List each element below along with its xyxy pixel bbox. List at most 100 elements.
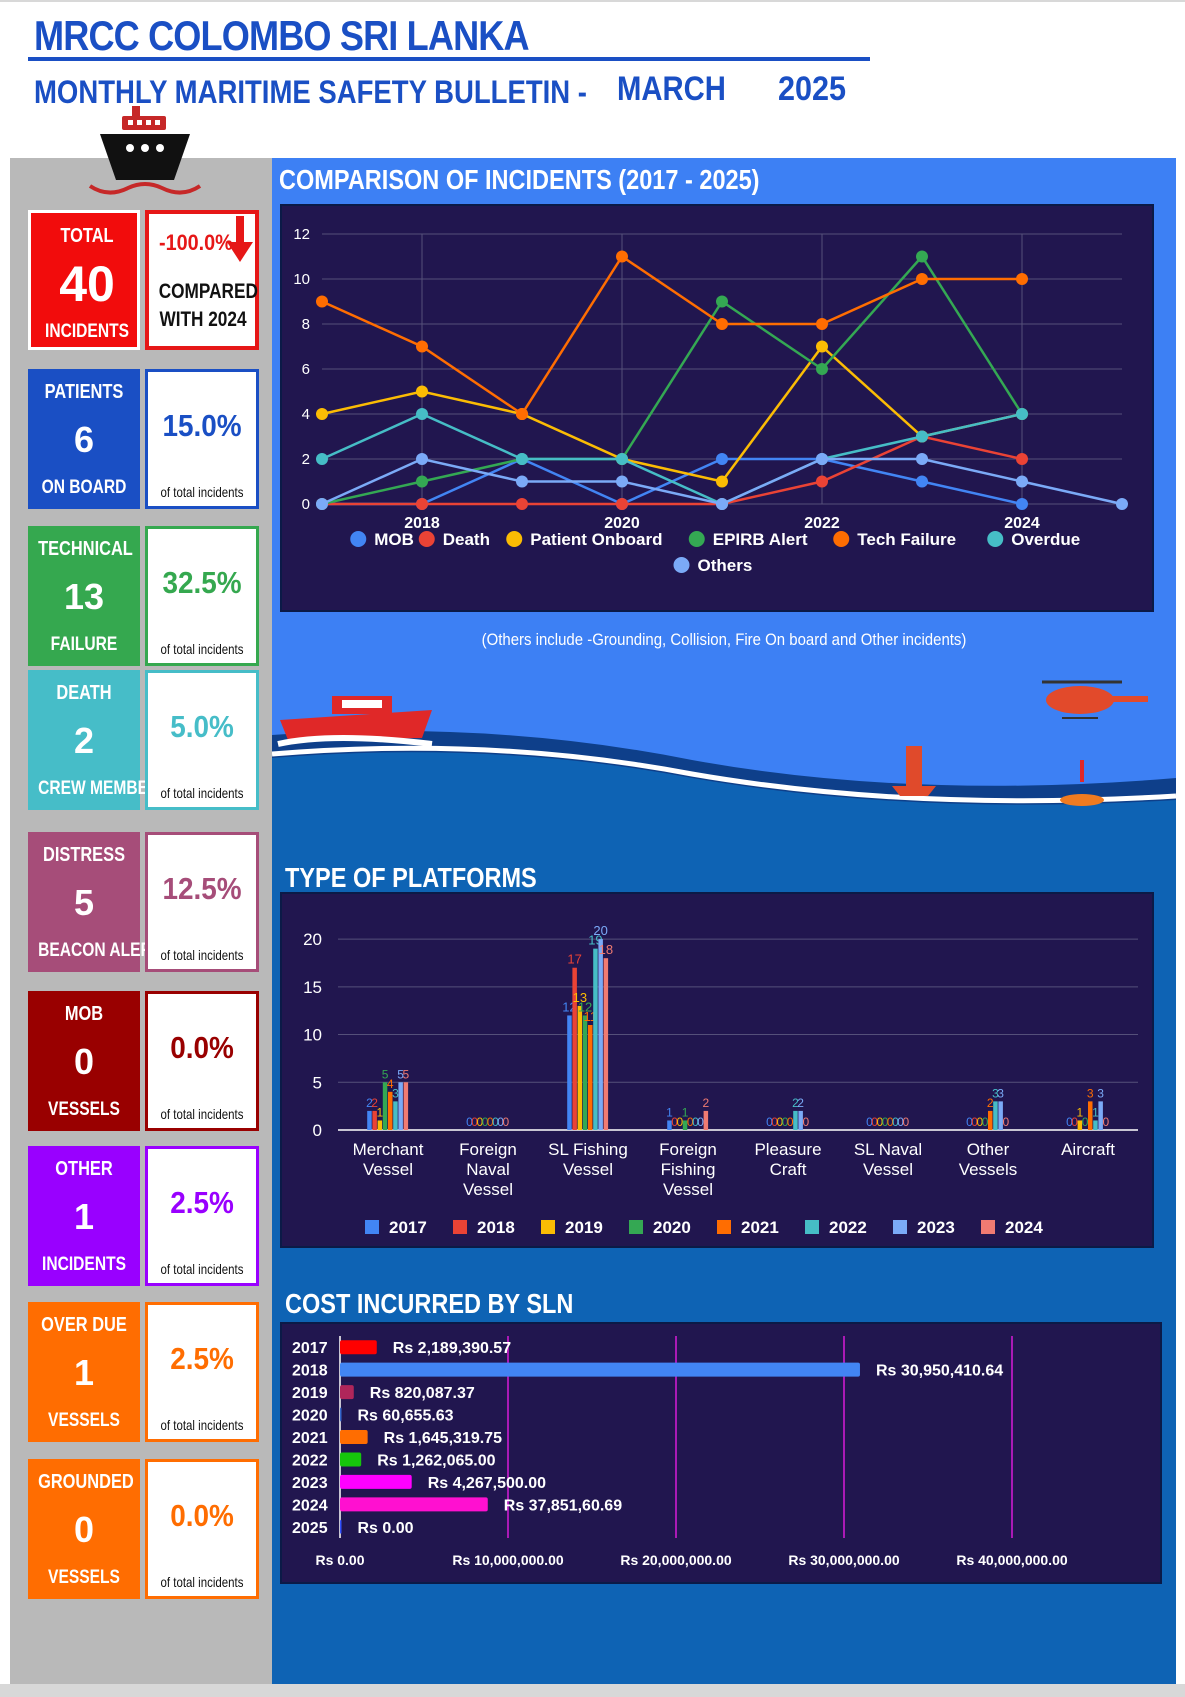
x-tick-label: 2024 <box>1004 515 1040 532</box>
stat-label-top: TOTAL <box>60 225 114 247</box>
stat-percentage: 2.5% <box>170 1341 234 1376</box>
stat-number: 0 <box>73 1509 95 1550</box>
category-label: Vessel <box>363 1160 413 1179</box>
stat-card-left: DEATH 2 CREW MEMBER <box>28 670 159 810</box>
bar-value-label: Rs 2,189,390.57 <box>393 1340 511 1357</box>
data-point <box>416 475 428 488</box>
bar-value-label: 0 <box>466 1115 473 1129</box>
bar-value-label: 2 <box>703 1096 710 1110</box>
bar <box>577 1005 583 1130</box>
data-point <box>316 498 328 510</box>
stat-subtext: of total incidents <box>160 641 244 657</box>
bar-value-label: Rs 1,262,065.00 <box>377 1452 495 1469</box>
stat-card-right: 2.5% of total incidents <box>145 1146 259 1286</box>
data-point <box>716 318 728 330</box>
series-line-tech-failure <box>321 254 1022 416</box>
data-point <box>916 273 928 285</box>
bar-value-label: Rs 37,851,60.69 <box>504 1497 622 1514</box>
stat-card-right: 32.5% of total incidents <box>145 526 259 666</box>
bar <box>1098 1101 1103 1130</box>
bar-value-label: 0 <box>897 1115 904 1129</box>
bar <box>1088 1101 1093 1130</box>
category-label: 2021 <box>292 1430 328 1447</box>
stat-card-distress: DISTRESS 5 BEACON ALERT 12.5% of total incid… <box>28 832 260 972</box>
series-line-overdue <box>321 412 1023 506</box>
bar-value-label: 3 <box>1097 1086 1104 1100</box>
bar-value-label: 0 <box>903 1115 910 1129</box>
category-label: Aircraft <box>1061 1140 1115 1159</box>
stat-card-grounded: GROUNDED 0 VESSELS 0.0% of total incidents <box>28 1459 260 1599</box>
stat-card-left: TOTAL 40 INCIDENTS <box>28 210 140 350</box>
bar <box>340 1519 342 1534</box>
stat-percentage: 32.5% <box>162 565 242 600</box>
legend-label: 2018 <box>477 1218 515 1237</box>
cost-bar-chart: Rs 0.00 Rs 10,000,000.00 Rs 20,000,000.00 R… <box>292 1336 1068 1568</box>
sea-illustration <box>272 680 1176 860</box>
bar <box>798 1110 803 1130</box>
stat-percentage: 12.5% <box>162 871 242 906</box>
data-point <box>416 453 428 465</box>
cost-chart-title: COST INCURRED BY SLN <box>285 1288 574 1319</box>
bar <box>340 1385 354 1400</box>
stat-subtext: of total incidents <box>160 1106 244 1122</box>
bar <box>398 1082 403 1130</box>
data-point <box>816 475 828 488</box>
bar-value-label: Rs 1,645,319.75 <box>384 1430 502 1447</box>
stat-label-bottom: FAILURE <box>50 634 118 655</box>
bar-value-label: 5 <box>382 1067 389 1081</box>
legend-marker <box>506 531 523 547</box>
data-point <box>316 453 328 465</box>
stat-label-top: MOB <box>64 1003 104 1025</box>
category-label: Naval <box>466 1160 509 1179</box>
page-subtitle: MONTHLY MARITIME SAFETY BULLETIN - <box>34 74 587 110</box>
bar-value-label: 3 <box>992 1086 999 1100</box>
stat-label-bottom: INCIDENTS <box>42 1254 126 1275</box>
legend-marker <box>418 531 435 547</box>
title-underline <box>28 57 870 61</box>
legend-label: 2022 <box>829 1218 867 1237</box>
stat-card-left: OVER DUE 1 VESSELS <box>28 1302 140 1442</box>
y-tick-label: 8 <box>302 316 310 333</box>
bar-value-label: Rs 60,655.63 <box>358 1408 454 1425</box>
bar <box>1077 1120 1083 1130</box>
series-line-death <box>322 435 1023 506</box>
data-point <box>416 498 428 510</box>
bar <box>393 1101 398 1130</box>
data-point <box>316 295 328 308</box>
stat-card-right: 15.0% of total incidents <box>145 369 259 509</box>
bar-value-label: 5 <box>403 1067 410 1081</box>
stat-percentage: 15.0% <box>162 408 242 443</box>
stat-number: 1 <box>73 1352 95 1393</box>
bar <box>667 1120 672 1130</box>
data-point <box>816 363 828 375</box>
bar-value-label: 0 <box>1103 1115 1110 1129</box>
category-label: Vessel <box>563 1160 613 1179</box>
bar <box>998 1101 1003 1130</box>
data-point <box>616 453 628 465</box>
bar <box>988 1110 993 1130</box>
bar-value-label: 2 <box>797 1096 804 1110</box>
category-label: 2022 <box>292 1452 328 1469</box>
bar-value-label: 0 <box>877 1115 884 1129</box>
stat-label-top: DISTRESS <box>42 844 126 866</box>
bar-value-label: Rs 820,087.37 <box>370 1385 475 1402</box>
bar-value-label: 13 <box>573 990 587 1005</box>
stat-card-mob: MOB 0 VESSELS 0.0% of total incidents <box>28 991 260 1131</box>
data-point <box>716 475 728 488</box>
bar-value-label: 3 <box>1087 1086 1094 1100</box>
category-label: Fishing <box>661 1160 716 1179</box>
stat-card-left: MOB 0 VESSELS <box>28 991 140 1131</box>
stat-label-top: OTHER <box>55 1158 113 1180</box>
bar-value-label: 3 <box>997 1086 1004 1100</box>
stat-label-bottom: VESSELS <box>48 1567 120 1588</box>
series-line-patient-onboard <box>321 344 1023 483</box>
bar <box>682 1120 688 1130</box>
bar <box>377 1120 383 1130</box>
stat-card-total: TOTAL 40 INCIDENTS -100.0% COMPARED WITH 2024 <box>28 210 260 350</box>
data-point <box>616 250 628 263</box>
bar-value-label: 2 <box>371 1096 378 1110</box>
incidents-line-chart: 0 2 4 6 8 10 12 2018 2020 2022 2024 MOB Death Patient… <box>293 226 1128 575</box>
bar-value-label: 0 <box>477 1115 484 1129</box>
platforms-chart-title: TYPE OF PLATFORMS <box>285 862 537 893</box>
legend-label: EPIRB Alert <box>713 530 808 549</box>
